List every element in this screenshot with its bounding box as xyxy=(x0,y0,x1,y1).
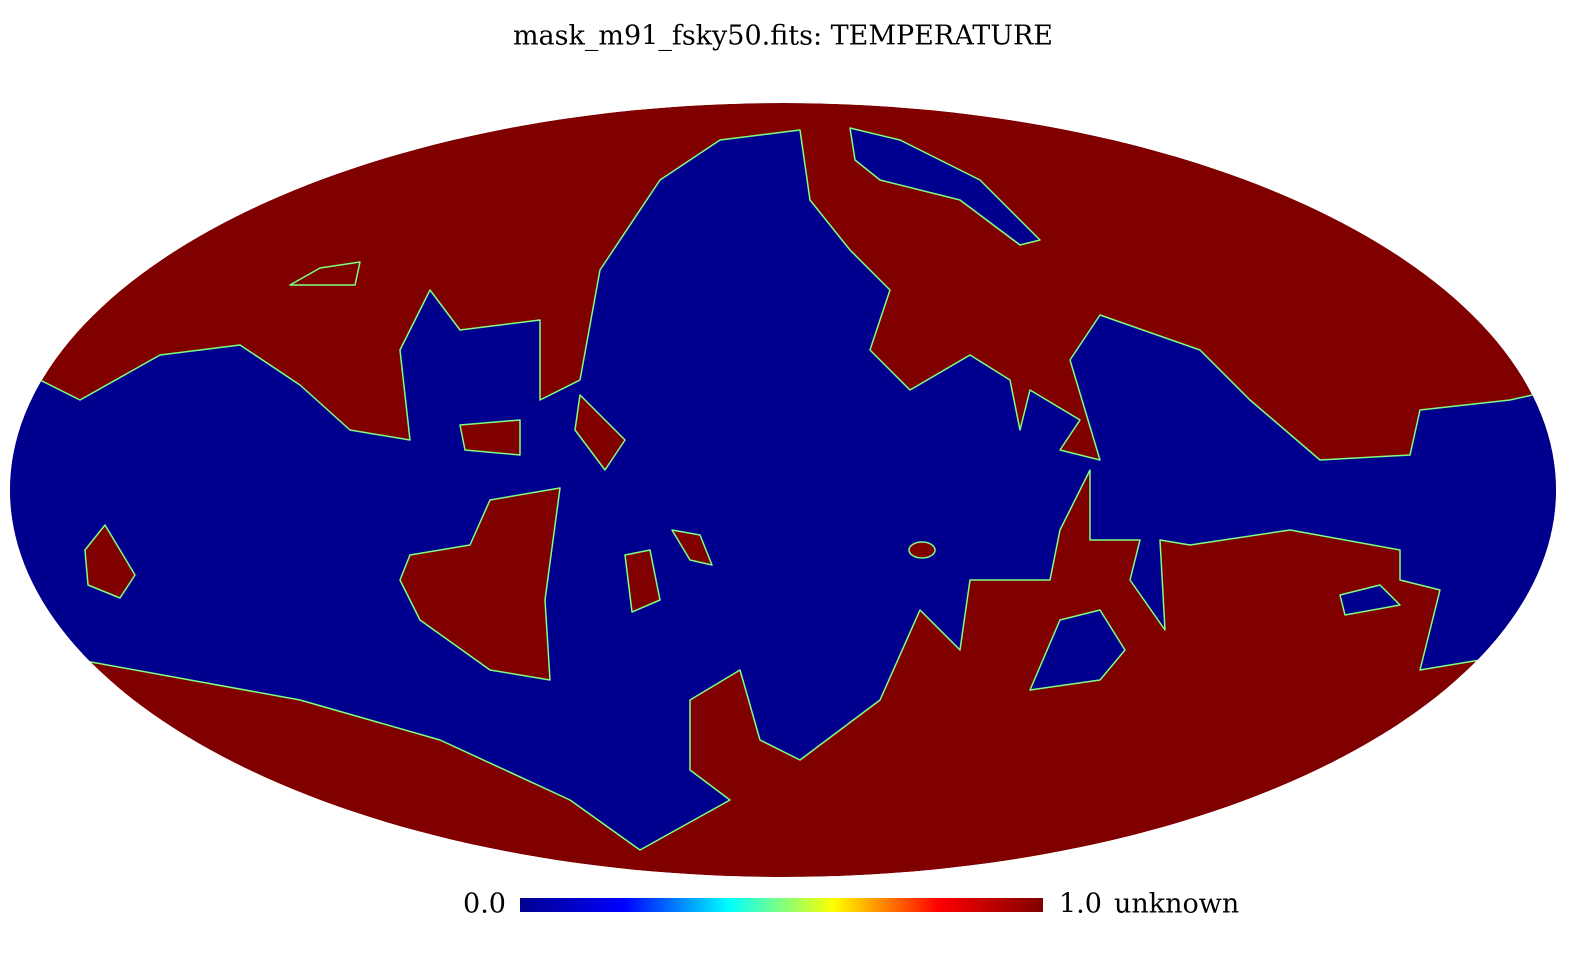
colorbar-unit: unknown xyxy=(1114,889,1239,920)
unmasked-region xyxy=(849,127,1041,246)
colorbar-tick-label: 0.0 xyxy=(463,889,506,920)
colorbar xyxy=(520,898,1043,912)
unmasked-region xyxy=(10,129,1556,851)
unmasked-region xyxy=(1029,609,1126,691)
masked-island xyxy=(624,549,661,613)
masked-island xyxy=(574,394,626,471)
masked-island xyxy=(908,541,936,559)
masked-island xyxy=(671,529,713,566)
masked-island xyxy=(459,419,521,456)
colorbar-tick-label: 1.0 xyxy=(1059,889,1102,920)
unmasked-region xyxy=(1339,584,1401,616)
sky-map xyxy=(10,103,1556,877)
masked-island xyxy=(84,524,136,599)
chart-title: mask_m91_fsky50.fits: TEMPERATURE xyxy=(513,21,1053,52)
masked-island xyxy=(399,487,561,681)
masked-island xyxy=(289,261,361,286)
